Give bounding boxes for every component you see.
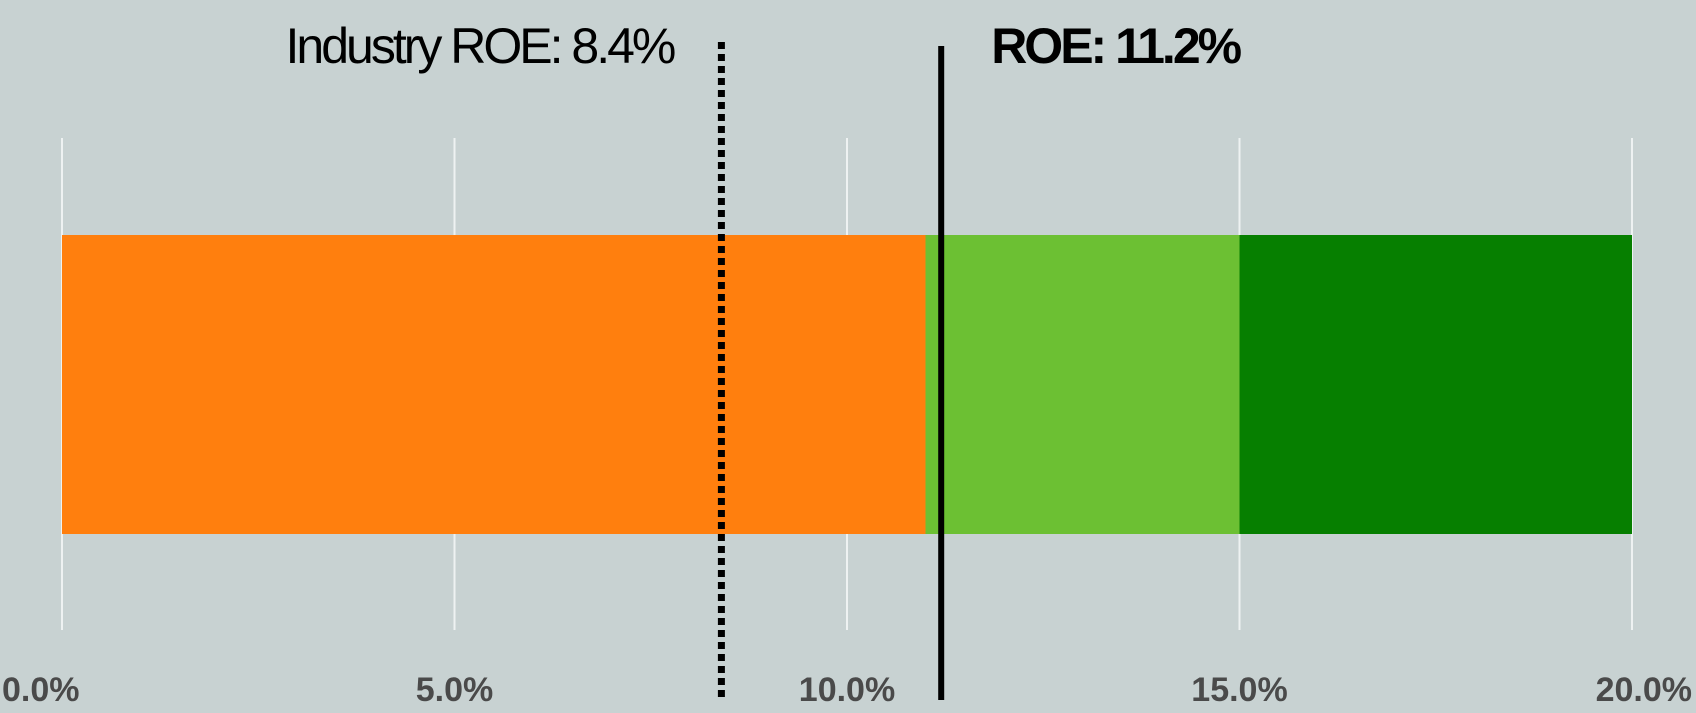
marker-label: ROE: 11.2% [991, 18, 1241, 74]
x-tick-label: 0.0% [2, 671, 80, 709]
x-tick-label: 15.0% [1191, 671, 1287, 709]
x-tick-label: 20.0% [1596, 671, 1692, 709]
range-segment [925, 235, 1240, 534]
x-tick-label: 5.0% [416, 671, 494, 709]
x-tick-label: 10.0% [799, 671, 895, 709]
range-segment [62, 235, 926, 534]
range-segment [1239, 235, 1632, 534]
marker-label: Industry ROE: 8.4% [286, 18, 675, 74]
